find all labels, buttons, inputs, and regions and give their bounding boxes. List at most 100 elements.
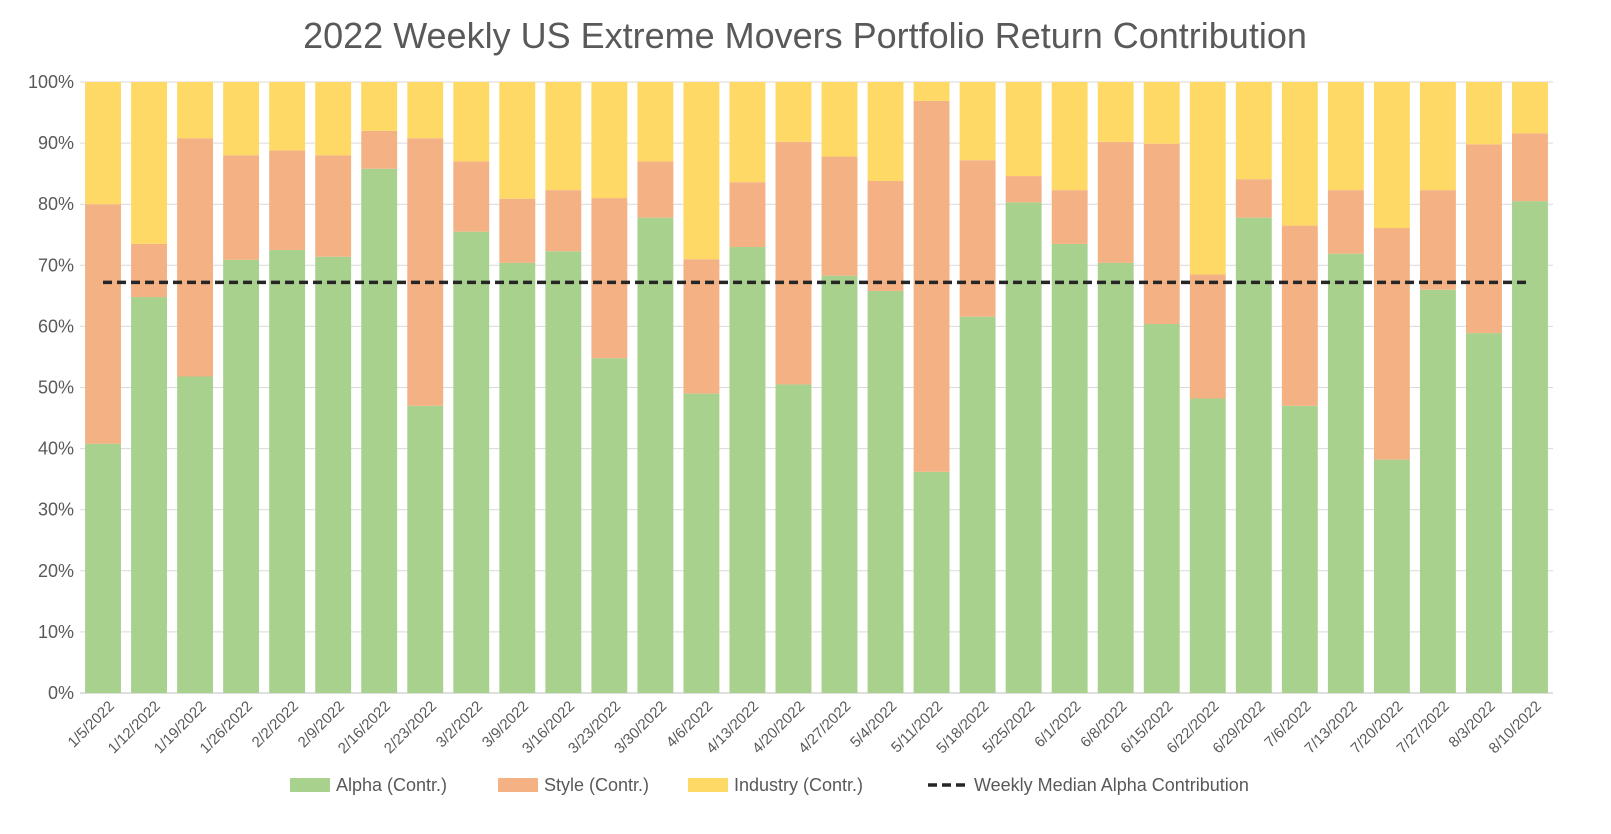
bar-segment [1512,82,1548,134]
bar-segment [1419,289,1456,693]
bar-segment [959,160,996,317]
bar-segment [683,82,720,260]
bar-segment [729,182,766,247]
bar-segment [85,82,121,205]
bar-segment [453,82,490,162]
bar-segment [637,217,674,693]
x-tick-label: 2/2/2022 [249,698,302,751]
bar-segment [1189,398,1226,693]
bar-segment [177,376,214,693]
y-tick-label: 10% [38,622,74,642]
bar-segment [959,82,996,161]
bar-segment [1189,274,1226,399]
bar-segment [1143,82,1180,144]
bar-segment [499,198,536,263]
bar-segment [591,358,628,693]
bar-segment [131,82,167,244]
bar-segment [1143,323,1180,693]
legend-label: Alpha (Contr.) [336,775,447,795]
y-tick-label: 100% [28,72,74,92]
bar-segment [775,384,812,693]
bar-segment [1005,176,1042,203]
legend-swatch [290,778,330,792]
bar-segment [269,150,306,251]
chart-title: 2022 Weekly US Extreme Movers Portfolio … [303,15,1307,56]
bar-segment [223,82,260,156]
bar-segment [1235,82,1272,180]
bar-segment [1235,217,1272,693]
x-tick-label: 3/2/2022 [433,698,486,751]
bar-segment [913,82,950,101]
y-tick-label: 0% [48,683,74,703]
y-tick-label: 40% [38,439,74,459]
bar-segment [1281,405,1318,693]
bar-segment [683,259,720,394]
y-tick-label: 30% [38,500,74,520]
bar-segment [867,180,904,291]
bar-segment [637,161,674,218]
bars [85,82,1548,694]
legend-label: Industry (Contr.) [734,775,863,795]
bar-segment [1235,179,1272,218]
bar-segment [1327,82,1364,191]
bar-segment [1051,243,1088,694]
bar-segment [131,243,167,298]
bar-segment [177,82,214,139]
bar-segment [1327,190,1364,254]
bar-segment [1189,82,1226,275]
bar-segment [223,155,260,260]
bar-segment [1097,141,1134,263]
bar-segment [545,251,582,693]
bar-segment [315,155,352,257]
bar-segment [913,471,950,693]
bar-segment [913,100,950,472]
bar-segment [1419,190,1456,290]
bar-segment [729,246,766,693]
bar-segment [407,405,444,693]
bar-segment [177,138,214,377]
bar-segment [637,82,674,162]
bar-segment [591,82,628,199]
bar-segment [223,259,260,693]
bar-segment [1466,144,1502,334]
bar-segment [1512,133,1548,202]
bar-segment [775,141,812,385]
bar-segment [1051,82,1088,191]
bar-segment [361,130,398,169]
bar-segment [361,168,398,694]
bar-segment [85,204,121,444]
bar-segment [867,82,904,181]
bar-segment [545,190,582,252]
bar-segment [683,393,720,693]
bar-segment [959,316,996,693]
bar-segment [407,138,444,406]
bar-segment [821,275,858,693]
bar-segment [407,82,444,139]
bar-segment [85,443,121,693]
bar-segment [591,198,628,359]
y-axis-ticks: 0% 10% 20% 30% 40% 50% 60% 70% 80% 90% 100% [28,72,74,703]
y-tick-label: 80% [38,194,74,214]
legend-label: Style (Contr.) [544,775,649,795]
y-tick-label: 70% [38,255,74,275]
bar-segment [1466,82,1502,145]
bar-segment [499,82,536,199]
legend-label: Weekly Median Alpha Contribution [974,775,1249,795]
bar-segment [315,256,352,693]
bar-segment [1512,201,1548,693]
bar-segment [499,262,536,693]
bar-segment [269,250,306,693]
bar-segment [1466,333,1502,693]
bar-segment [1051,190,1088,244]
bar-segment [1373,459,1410,693]
bar-segment [1373,228,1410,460]
bar-segment [1005,82,1042,177]
bar-segment [131,297,167,693]
bar-segment [269,82,306,151]
bar-segment [545,82,582,191]
bar-segment [1281,225,1318,406]
y-tick-label: 60% [38,316,74,336]
bar-segment [821,82,858,157]
